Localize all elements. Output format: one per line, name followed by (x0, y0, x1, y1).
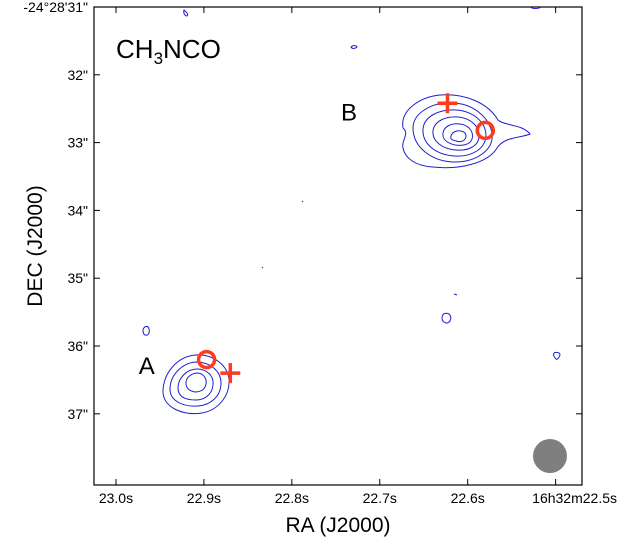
x-tick-label: 23.0s (99, 490, 133, 506)
x-tick-label: 22.6s (451, 490, 485, 506)
chart-title-subscript: 3 (154, 49, 163, 68)
y-tick-label: 32" (67, 67, 88, 83)
y-tick-label: 36" (67, 338, 88, 354)
contours-source-a (162, 354, 230, 415)
source-a-plus-marker (220, 363, 241, 384)
source-b-circle-marker (475, 120, 496, 141)
contour-b-2 (412, 102, 493, 163)
x-axis-label: RA (J2000) (285, 514, 390, 537)
source-label-a: A (139, 353, 155, 380)
contour-a-4 (185, 372, 207, 393)
y-axis-label: DEC (J2000) (24, 185, 47, 306)
chart-title-main: CH (116, 34, 154, 64)
y-tick-label: 34" (67, 202, 88, 218)
source-label-b: B (341, 99, 357, 126)
contour-a-2 (169, 361, 222, 407)
beam-ellipse (533, 439, 567, 473)
x-tick-label: 22.9s (187, 490, 221, 506)
source-a-circle-marker (196, 349, 217, 370)
y-tick-label: 37" (67, 406, 88, 422)
plot-frame (93, 6, 583, 486)
source-labels: AB (139, 99, 357, 380)
contour-b-3 (422, 109, 487, 157)
contour-b-6 (450, 130, 467, 143)
y-tick-label: 33" (67, 135, 88, 151)
x-axis: 23.0s 22.9s 22.8s 22.7s 22.6s 16h32m22.5s (99, 7, 617, 506)
y-tick-label: -24°28'31" (23, 0, 88, 15)
chart-title-tail: NCO (163, 34, 221, 64)
source-markers (196, 93, 496, 384)
contours-source-b (402, 94, 531, 169)
source-b-plus-marker (437, 93, 458, 114)
contour-a-3 (177, 368, 214, 401)
noise-contours (142, 6, 561, 360)
chart-title: CH3NCO (116, 34, 221, 68)
x-tick-label: 22.8s (275, 490, 309, 506)
y-tick-label: 35" (67, 270, 88, 286)
x-tick-label: 22.7s (363, 490, 397, 506)
x-tick-label: 16h32m22.5s (532, 490, 617, 506)
contour-b-5 (442, 123, 473, 146)
contour-a-outer (162, 354, 230, 415)
y-axis: -24°28'31" 32" 33" 34" 35" 36" 37" (23, 0, 582, 422)
